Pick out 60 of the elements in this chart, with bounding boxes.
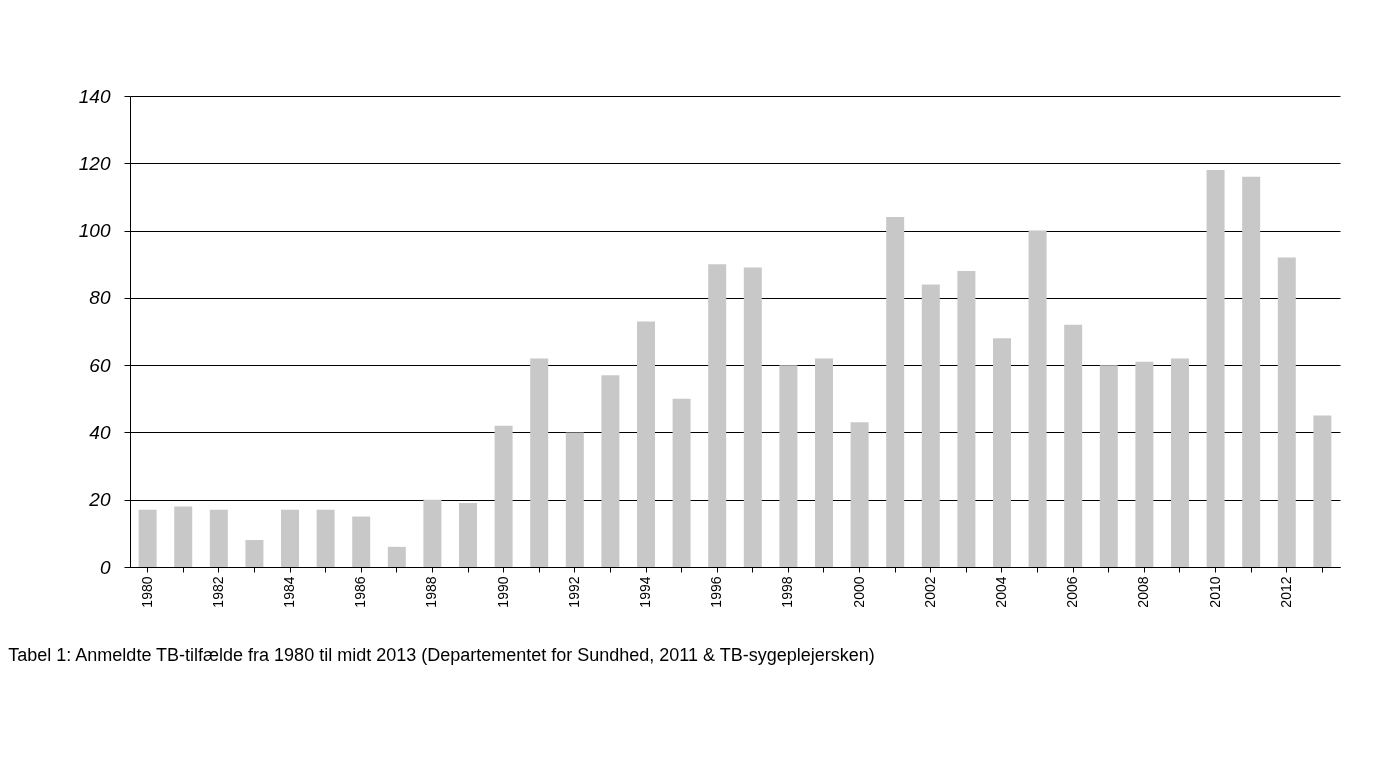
bar <box>672 398 691 567</box>
bar <box>459 503 478 567</box>
x-tick-label: 1982 <box>209 576 226 608</box>
x-tick-label: 2006 <box>1064 576 1081 608</box>
bar <box>957 270 976 567</box>
x-tick-label: 1998 <box>779 576 796 608</box>
bar <box>815 358 833 567</box>
bar <box>1242 176 1261 567</box>
x-tick-label: 1996 <box>708 576 725 608</box>
x-tick-label: 1994 <box>637 576 653 608</box>
bar <box>316 509 335 567</box>
y-tick-label: 120 <box>78 152 111 174</box>
x-tick-label: 1990 <box>494 576 511 608</box>
y-tick-label: 0 <box>99 556 111 578</box>
bar <box>174 506 193 567</box>
x-tick-label: 2010 <box>1206 576 1223 608</box>
bar <box>494 425 513 567</box>
bar <box>1277 257 1296 567</box>
bar <box>281 509 300 567</box>
x-tick-label: 2012 <box>1277 576 1294 608</box>
x-tick-label: 1986 <box>352 576 369 608</box>
bar <box>530 358 549 567</box>
bar <box>637 321 655 567</box>
bar <box>992 338 1011 567</box>
bar <box>708 264 727 567</box>
bar <box>138 509 157 567</box>
bar <box>779 365 798 567</box>
text: Tabel 1: Anmeldte TB-tilfælde fra 1980 til midt 2013 (Departementet for Sundhed, 2011 & TB-sygeplejersken) <box>8 645 875 666</box>
x-tick-label: 2002 <box>921 576 938 608</box>
bar <box>601 375 620 567</box>
bar <box>387 546 406 567</box>
bar <box>1099 365 1118 567</box>
y-tick-label: 40 <box>89 421 111 443</box>
y-tick-label: 140 <box>78 85 111 107</box>
bar <box>886 217 905 567</box>
x-tick-label: 2000 <box>850 576 867 608</box>
y-tick-label: 80 <box>89 287 111 309</box>
bar <box>245 540 264 567</box>
x-tick-label: 1988 <box>423 576 440 608</box>
x-tick-label: 1984 <box>281 576 298 608</box>
bar <box>1170 358 1189 567</box>
bar <box>423 499 442 567</box>
x-tick-label: 1980 <box>138 576 155 608</box>
bar <box>1206 170 1225 567</box>
y-tick-label: 60 <box>89 354 111 376</box>
x-tick-label: 2008 <box>1135 576 1152 608</box>
y-tick-label: 100 <box>78 220 111 242</box>
bar <box>352 516 371 567</box>
bar <box>565 432 584 567</box>
bar <box>1135 361 1154 567</box>
bar <box>1313 415 1332 567</box>
x-tick-label: 2004 <box>992 576 1009 608</box>
x-tick-label: 1992 <box>565 576 582 608</box>
bar <box>743 267 762 567</box>
bar <box>1064 324 1083 567</box>
bar <box>921 284 940 567</box>
bar <box>209 509 228 567</box>
bar <box>1028 230 1047 567</box>
y-tick-label: 20 <box>88 489 111 511</box>
bar <box>850 422 869 567</box>
